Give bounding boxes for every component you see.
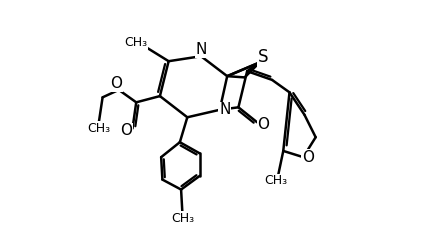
Text: O: O xyxy=(257,117,269,132)
Text: CH₃: CH₃ xyxy=(124,36,148,49)
Text: CH₃: CH₃ xyxy=(87,122,111,135)
Text: S: S xyxy=(258,48,268,67)
Text: CH₃: CH₃ xyxy=(264,174,287,187)
Text: N: N xyxy=(195,43,207,57)
Text: N: N xyxy=(219,102,230,117)
Text: O: O xyxy=(302,150,314,165)
Text: CH₃: CH₃ xyxy=(171,212,194,225)
Text: O: O xyxy=(110,76,122,91)
Text: O: O xyxy=(120,123,132,139)
